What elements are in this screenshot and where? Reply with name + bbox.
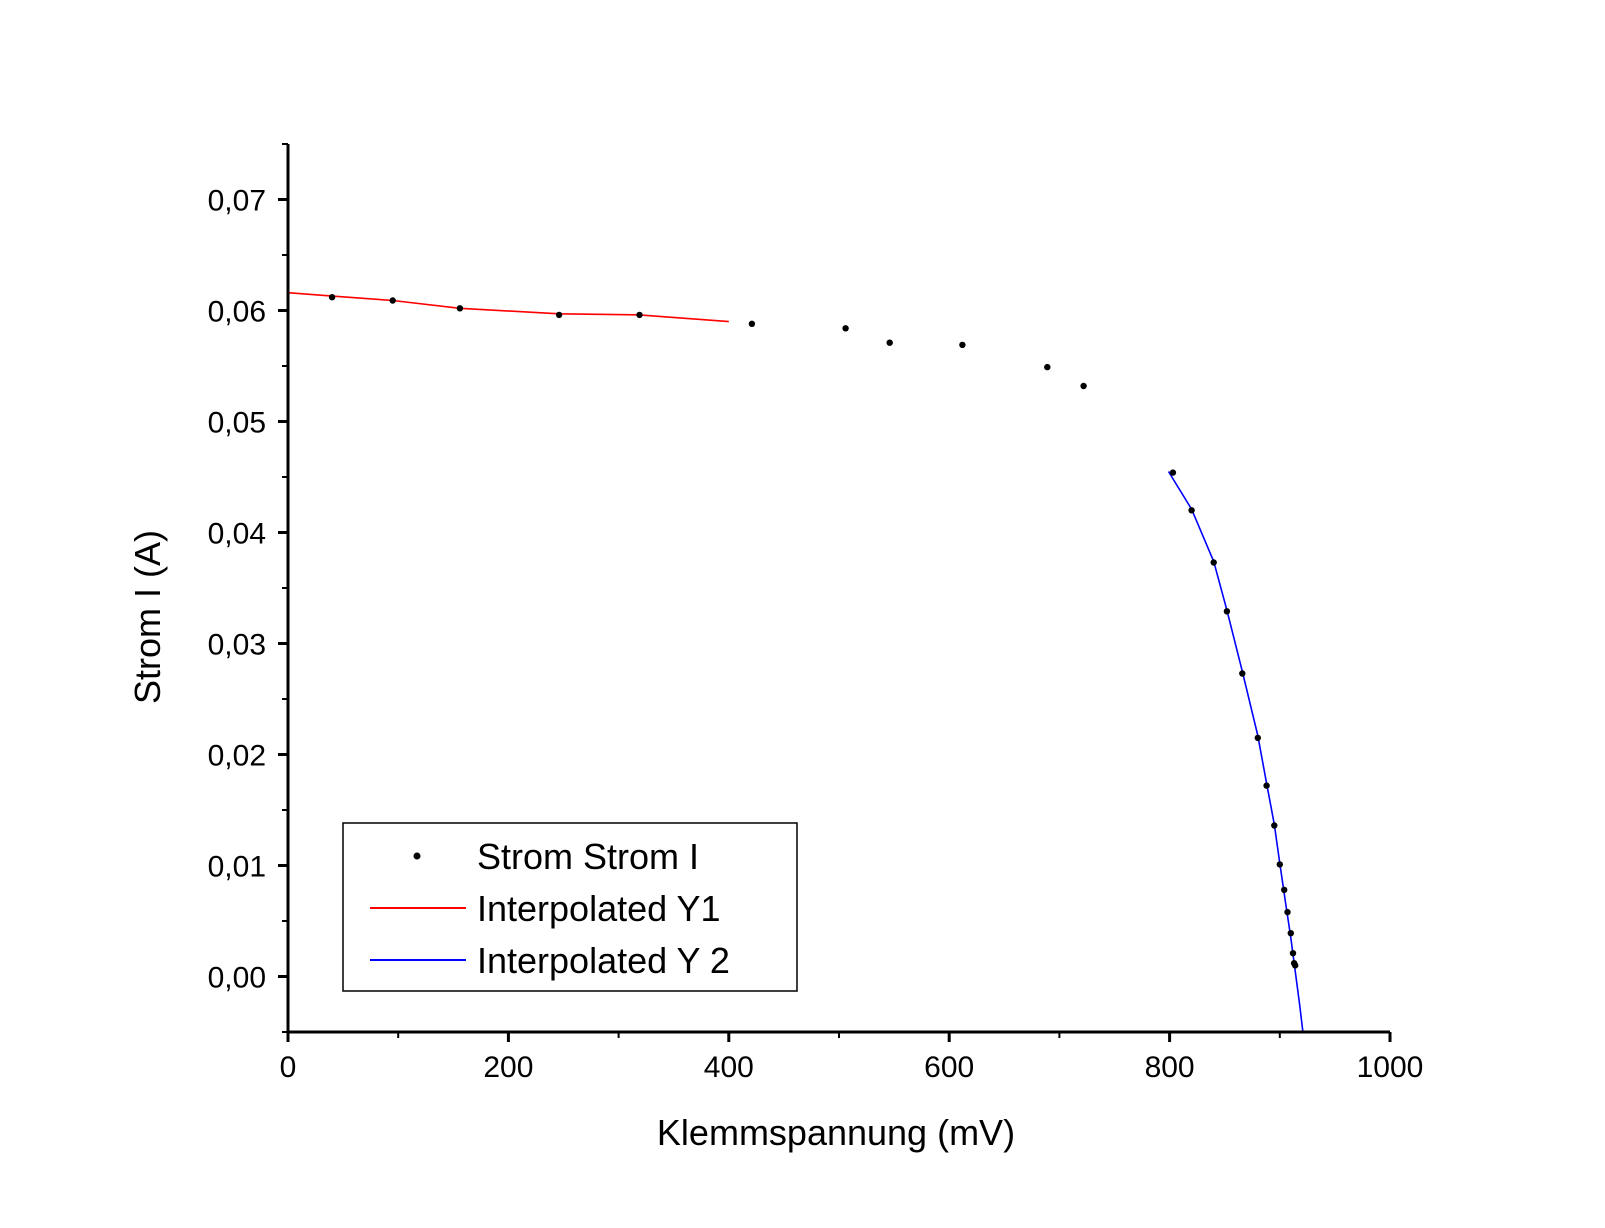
data-point xyxy=(1080,382,1087,390)
legend-label-y2: Interpolated Y 2 xyxy=(477,940,730,981)
y-tick-label: 0,06 xyxy=(208,296,266,329)
data-point xyxy=(1254,734,1262,742)
legend-marker-scatter xyxy=(413,852,421,860)
data-point xyxy=(1223,608,1231,615)
data-point xyxy=(1276,861,1284,868)
x-tick-label: 1000 xyxy=(1357,1051,1424,1084)
legend-item-y1: Interpolated Y1 xyxy=(370,888,721,929)
legend-label-scatter: Strom Strom I xyxy=(477,836,699,877)
data-point xyxy=(842,325,849,332)
x-tick-label: 200 xyxy=(483,1051,533,1084)
y-tick-label: 0,03 xyxy=(208,629,266,662)
x-tick-label: 0 xyxy=(280,1051,297,1084)
data-point xyxy=(1188,507,1195,514)
y-axis-title: Strom I (A) xyxy=(127,530,168,704)
y-tick-label: 0,02 xyxy=(208,740,266,773)
x-tick-label: 600 xyxy=(924,1051,974,1084)
data-point xyxy=(1210,559,1217,566)
data-point xyxy=(1169,469,1177,476)
legend: Strom Strom I Interpolated Y1 Interpolat… xyxy=(342,822,798,992)
data-point xyxy=(328,294,336,301)
data-point xyxy=(1239,670,1246,677)
data-point xyxy=(959,341,966,349)
data-point xyxy=(1281,886,1288,894)
data-point xyxy=(1292,962,1299,969)
data-point xyxy=(1284,908,1291,916)
y-tick-label: 0,01 xyxy=(208,851,266,884)
data-point xyxy=(1271,822,1278,829)
data-point xyxy=(636,311,643,319)
data-point xyxy=(886,339,893,346)
y-tick-label: 0,04 xyxy=(208,518,266,551)
x-tick-label: 800 xyxy=(1145,1051,1195,1084)
series-line-interpolated-y-2 xyxy=(1167,471,1304,1033)
y-tick-label: 0,05 xyxy=(208,407,266,440)
y-axis-ticks: 0,00 0,01 0,02 0,03 0,04 0,05 0,06 0,07 xyxy=(208,143,288,1033)
x-axis-title: Klemmspannung (mV) xyxy=(657,1112,1015,1153)
data-point xyxy=(1263,782,1270,789)
data-point xyxy=(456,305,464,312)
x-tick-label: 400 xyxy=(704,1051,754,1084)
series-line-interpolated-y1 xyxy=(287,291,729,323)
y-tick-label: 0,07 xyxy=(208,185,266,218)
legend-item-scatter: Strom Strom I xyxy=(413,836,699,877)
legend-label-y1: Interpolated Y1 xyxy=(477,888,721,929)
data-point xyxy=(1044,363,1051,371)
data-point xyxy=(1287,930,1295,937)
data-point xyxy=(555,311,563,319)
legend-box xyxy=(342,822,798,992)
plot-area: 0 200 400 600 800 1000 0,000,010,020,030,040,… xyxy=(208,143,1424,1084)
data-point xyxy=(1289,950,1297,957)
legend-item-y2: Interpolated Y 2 xyxy=(370,940,730,981)
series-layer xyxy=(287,291,1304,1033)
y-tick-label: 0,00 xyxy=(208,962,266,995)
data-point xyxy=(748,320,756,327)
x-axis-ticks: 0 200 400 600 800 1000 xyxy=(280,1032,1424,1084)
data-point xyxy=(389,297,396,304)
